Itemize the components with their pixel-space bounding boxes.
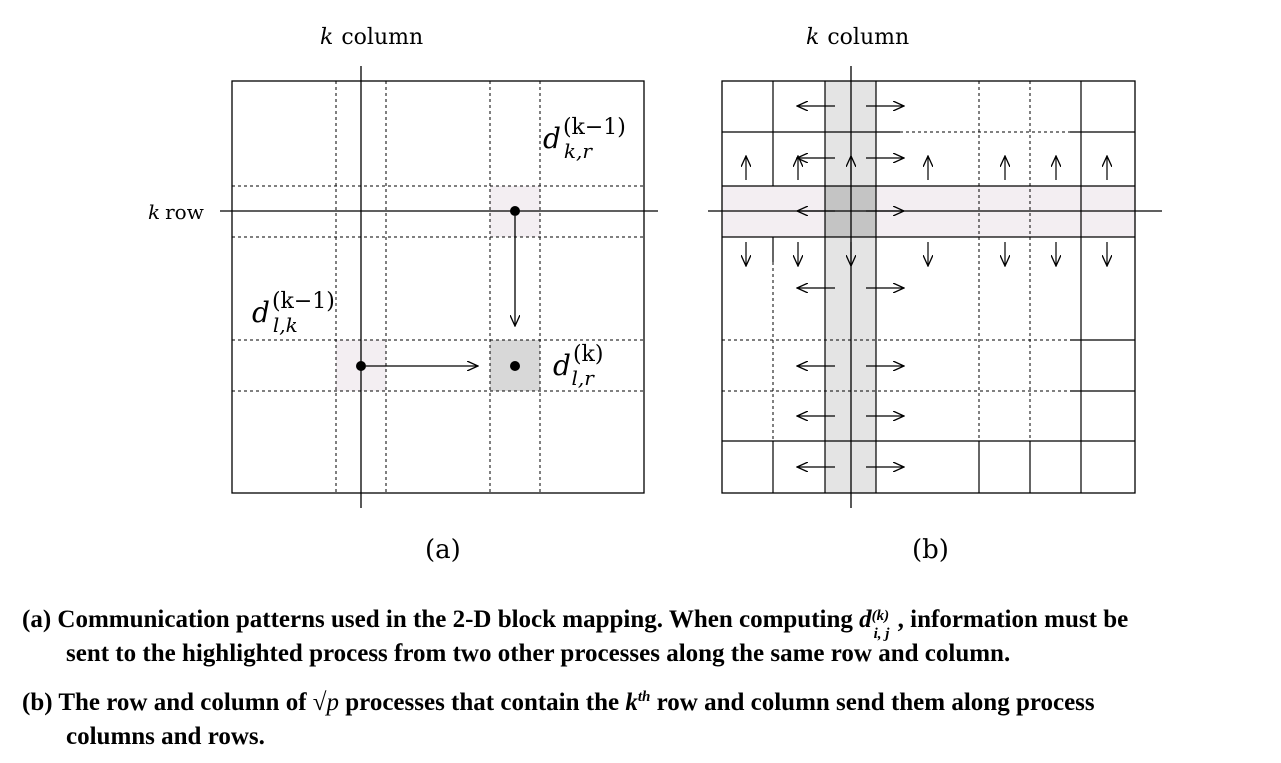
caption-b: (b) The row and column of √p processes t…	[22, 680, 1272, 754]
caption-b-suffix: row and column send them along process	[656, 689, 1095, 716]
caption-a-var: d (k) i, j	[859, 606, 890, 642]
caption-b-sqrt-p: √p	[312, 689, 340, 716]
panel-a: k column k row d(k−1) k,r d(k−1) l,k d(k) l,r…	[148, 25, 658, 565]
panel-b-horizontal-arrows	[797, 106, 904, 467]
panel-b-vertical-arrows	[746, 156, 1107, 266]
dot-k-r	[510, 206, 520, 216]
dot-l-k	[356, 361, 366, 371]
panel-a-frame	[231, 80, 645, 494]
k-row-label: k row	[148, 200, 204, 224]
caption-a: (a) Communication patterns used in the 2…	[22, 603, 1272, 671]
k-column-label-a: k column	[320, 25, 423, 50]
term-d-l-k: d(k−1) l,k	[252, 289, 335, 337]
caption-b-line2: columns and rows.	[66, 723, 265, 750]
panel-b-solid-horizontals	[722, 131, 1135, 442]
panel-a-dashed-horizontals	[232, 185, 644, 392]
panel-b-dashed-verticals	[772, 81, 1031, 441]
caption-b-mid: processes that contain the	[345, 689, 620, 716]
panel-a-dashed-verticals	[335, 81, 541, 493]
panel-b-solid-verticals	[772, 81, 1082, 493]
k-column-label-b: k column	[806, 25, 909, 50]
term-d-l-r: d(k) l,r	[553, 342, 603, 390]
panel-b-dashed-horizontals	[722, 131, 1070, 392]
panel-b-label: (b)	[912, 535, 949, 565]
caption-a-prefix: (a) Communication patterns used in the 2…	[22, 606, 853, 633]
caption-b-kth: kth	[625, 689, 651, 716]
diagram-figure: k column k row d(k−1) k,r d(k−1) l,k d(k) l,r…	[148, 25, 1162, 565]
caption-b-prefix: (b) The row and column of	[22, 689, 307, 716]
panel-b-frame	[721, 80, 1136, 494]
dot-l-r	[510, 361, 520, 371]
term-d-k-r: d(k−1) k,r	[543, 115, 626, 163]
panel-a-label: (a)	[425, 535, 461, 565]
caption-a-suffix: , information must be	[897, 606, 1129, 633]
caption-a-line2: sent to the highlighted process from two…	[66, 640, 1011, 667]
panel-b: k column (b)	[708, 25, 1162, 565]
